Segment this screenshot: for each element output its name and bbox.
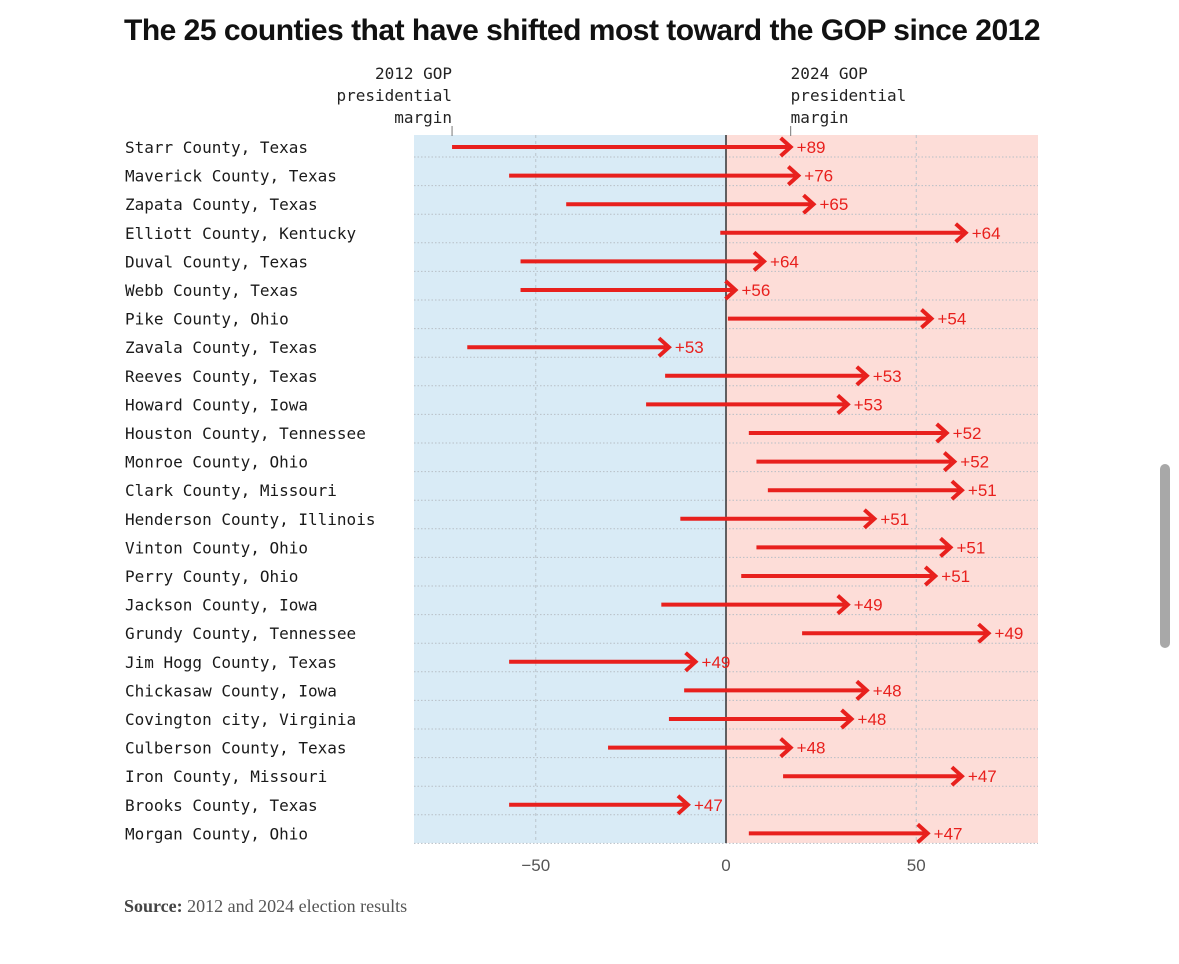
arrow-head	[923, 565, 939, 587]
arrow-head	[950, 479, 965, 501]
shift-label: +49	[702, 653, 731, 672]
shift-label: +89	[797, 138, 826, 157]
shift-label: +51	[880, 510, 909, 529]
arrow-head	[954, 222, 969, 244]
shift-label: +47	[934, 824, 963, 843]
arrow-head	[779, 136, 794, 158]
start-annotation-line: 2012 GOP	[375, 64, 452, 83]
county-label: Morgan County, Ohio	[125, 824, 308, 843]
arrow-head	[950, 765, 965, 787]
shift-label: +48	[873, 681, 902, 700]
county-label: Perry County, Ohio	[125, 567, 298, 586]
county-label: Chickasaw County, Iowa	[125, 681, 337, 700]
x-tick-label: 0	[721, 856, 730, 875]
county-label: Howard County, Iowa	[125, 395, 308, 414]
arrow-chart: −50 0 50 2012 GOP presidential margin 2024 GOP…	[125, 64, 1038, 875]
arrow-head	[977, 622, 992, 644]
county-label: Starr County, Texas	[125, 138, 308, 157]
end-annotation-line: 2024 GOP	[791, 64, 868, 83]
county-label: Webb County, Texas	[125, 281, 298, 300]
shift-label: +52	[960, 453, 989, 472]
county-label: Maverick County, Texas	[125, 167, 337, 186]
shift-label: +51	[968, 481, 997, 500]
shift-label: +65	[820, 195, 849, 214]
x-tick-label: 50	[907, 856, 926, 875]
shift-label: +54	[937, 310, 966, 329]
end-annotation-line: margin	[791, 108, 849, 127]
arrow-head	[840, 708, 855, 730]
shift-label: +51	[941, 567, 970, 586]
shift-label: +76	[804, 167, 833, 186]
x-tick-label: −50	[521, 856, 550, 875]
shift-label: +49	[995, 624, 1024, 643]
county-label: Henderson County, Illinois	[125, 510, 375, 529]
source-label: Source:	[124, 896, 183, 916]
shift-label: +53	[675, 338, 704, 357]
county-label: Brooks County, Texas	[125, 796, 318, 815]
vertical-scrollbar[interactable]	[1160, 464, 1170, 648]
county-label: Iron County, Missouri	[125, 767, 327, 786]
shift-label: +51	[956, 538, 985, 557]
arrow-head	[939, 536, 954, 558]
county-label: Monroe County, Ohio	[125, 453, 308, 472]
arrow-head	[863, 508, 878, 530]
arrow-head	[779, 737, 794, 759]
county-label: Jackson County, Iowa	[125, 596, 318, 615]
county-label: Jim Hogg County, Texas	[125, 653, 337, 672]
chart-title: The 25 counties that have shifted most t…	[124, 14, 1041, 47]
end-annotation-line: presidential	[791, 86, 907, 105]
source-text: 2012 and 2024 election results	[187, 896, 408, 916]
shift-label: +56	[742, 281, 771, 300]
shift-label: +48	[858, 710, 887, 729]
shift-label: +53	[873, 367, 902, 386]
arrow-head	[676, 794, 691, 816]
county-label: Zavala County, Texas	[125, 338, 318, 357]
shift-label: +48	[797, 739, 826, 758]
start-annotation-line: margin	[394, 108, 452, 127]
county-label: Pike County, Ohio	[125, 310, 289, 329]
arrow-head	[724, 279, 739, 301]
arrow-head	[920, 308, 935, 330]
county-label: Clark County, Missouri	[125, 481, 337, 500]
start-annotation-line: presidential	[336, 86, 452, 105]
shift-label: +52	[953, 424, 982, 443]
arrow-head	[836, 594, 851, 616]
shift-label: +64	[770, 252, 799, 271]
county-label: Zapata County, Texas	[125, 195, 318, 214]
county-label: Duval County, Texas	[125, 252, 308, 271]
shift-label: +53	[854, 395, 883, 414]
arrow-head	[942, 451, 958, 473]
county-label: Reeves County, Texas	[125, 367, 318, 386]
arrow-head	[836, 393, 851, 415]
arrow-head	[935, 422, 950, 444]
county-label: Houston County, Tennessee	[125, 424, 366, 443]
arrow-head	[786, 165, 802, 187]
source-note: Source: 2012 and 2024 election results	[124, 896, 407, 917]
arrow-head	[684, 651, 699, 673]
shift-label: +47	[968, 767, 997, 786]
shift-label: +64	[972, 224, 1001, 243]
county-label: Grundy County, Tennessee	[125, 624, 356, 643]
arrow-head	[916, 822, 931, 844]
shift-label: +47	[694, 796, 723, 815]
arrow-head	[855, 365, 870, 387]
arrow-head	[855, 679, 870, 701]
county-label: Culberson County, Texas	[125, 739, 347, 758]
arrow-head	[657, 336, 672, 358]
dem-background	[414, 135, 726, 843]
shift-label: +49	[854, 596, 883, 615]
county-label: Vinton County, Ohio	[125, 538, 308, 557]
arrow-head	[752, 250, 768, 272]
arrow-head	[802, 193, 817, 215]
county-label: Elliott County, Kentucky	[125, 224, 357, 243]
county-label: Covington city, Virginia	[125, 710, 356, 729]
